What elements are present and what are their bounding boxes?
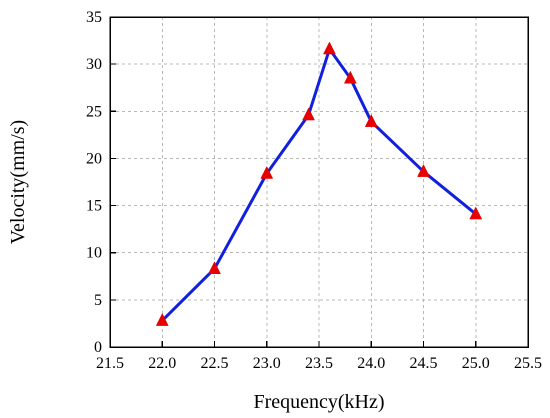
grid-layer: [110, 17, 528, 347]
data-point-marker: [323, 41, 336, 55]
y-tick-label: 0: [94, 339, 102, 356]
y-tick-label: 30: [86, 56, 102, 73]
data-point-marker: [155, 313, 169, 326]
x-tick-label: 23.0: [253, 355, 281, 372]
x-tick-label: 21.5: [96, 355, 124, 372]
y-tick-label: 15: [86, 198, 102, 215]
data-point-marker: [417, 164, 430, 177]
x-tick-label: 25.5: [514, 355, 542, 372]
x-tick-label: 24.0: [357, 355, 385, 372]
data-point-marker: [364, 114, 378, 127]
labels-layer: 21.5 22.0 22.5 23.0 23.5 24.0 24.5 25.0 25.5 0 5 10…: [86, 9, 542, 372]
x-tick-label: 22.0: [148, 355, 176, 372]
x-axis-title: Frequency(kHz): [253, 391, 384, 413]
x-tick-label: 23.5: [305, 355, 333, 372]
x-tick-label: 22.5: [201, 355, 229, 372]
data-point-marker: [302, 107, 315, 121]
data-point-marker: [208, 261, 221, 274]
x-tick-label: 25.0: [462, 355, 490, 372]
y-axis-title: Velocity(mm/s): [7, 120, 29, 244]
y-tick-label: 10: [86, 245, 102, 262]
series-layer: [155, 41, 483, 326]
data-point-marker: [469, 206, 483, 220]
y-tick-label: 20: [86, 150, 102, 167]
data-point-marker: [260, 165, 274, 179]
data-point-marker: [343, 70, 357, 84]
ticks-layer: [109, 16, 529, 348]
y-tick-label: 35: [86, 9, 102, 26]
x-tick-label: 24.5: [410, 355, 438, 372]
y-tick-label: 5: [94, 292, 102, 309]
y-tick-label: 25: [86, 103, 102, 120]
